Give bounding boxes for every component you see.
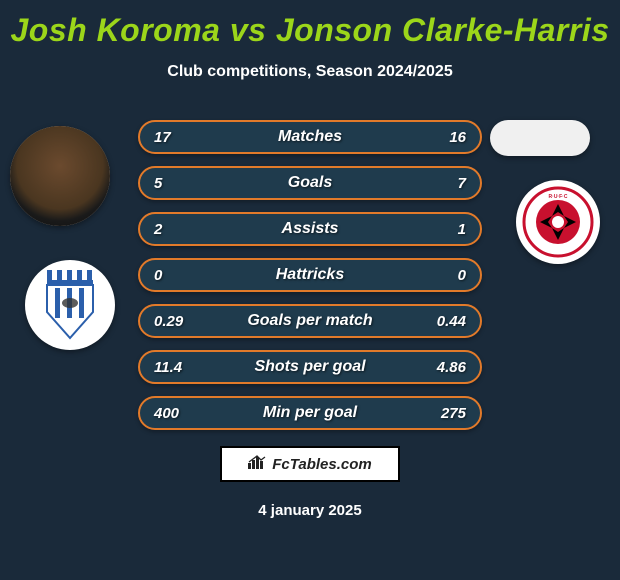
stat-label: Shots per goal	[140, 358, 480, 376]
stat-row-goals: 5 Goals 7	[138, 166, 482, 200]
club-crest-icon: R·U·F·C	[522, 186, 594, 258]
stat-label: Assists	[140, 220, 480, 238]
stat-label: Goals	[140, 174, 480, 192]
chart-bars-icon	[248, 455, 266, 473]
stat-left-value: 0.29	[154, 313, 183, 330]
subtitle: Club competitions, Season 2024/2025	[0, 63, 620, 81]
stat-left-value: 400	[154, 405, 179, 422]
stat-label: Min per goal	[140, 404, 480, 422]
player-left-face-placeholder	[10, 126, 110, 226]
stat-right-value: 16	[449, 129, 466, 146]
stat-right-value: 275	[441, 405, 466, 422]
stat-right-value: 0.44	[437, 313, 466, 330]
stat-left-value: 2	[154, 221, 162, 238]
page-title: Josh Koroma vs Jonson Clarke-Harris	[0, 0, 620, 49]
player-right-club-crest: R·U·F·C	[516, 180, 600, 264]
stat-label: Goals per match	[140, 312, 480, 330]
player-left-club-crest	[25, 260, 115, 350]
club-crest-icon	[35, 270, 105, 340]
stat-row-assists: 2 Assists 1	[138, 212, 482, 246]
stat-right-value: 4.86	[437, 359, 466, 376]
stat-row-shots-per-goal: 11.4 Shots per goal 4.86	[138, 350, 482, 384]
stat-row-hattricks: 0 Hattricks 0	[138, 258, 482, 292]
player-right-avatar	[490, 120, 590, 156]
watermark-text: FcTables.com	[272, 456, 371, 473]
stat-row-matches: 17 Matches 16	[138, 120, 482, 154]
stat-row-goals-per-match: 0.29 Goals per match 0.44	[138, 304, 482, 338]
stat-left-value: 17	[154, 129, 171, 146]
stats-table: 17 Matches 16 5 Goals 7 2 Assists 1 0 Ha…	[138, 120, 482, 442]
comparison-card: Josh Koroma vs Jonson Clarke-Harris Club…	[0, 0, 620, 580]
stat-left-value: 5	[154, 175, 162, 192]
stat-right-value: 0	[458, 267, 466, 284]
stat-right-value: 7	[458, 175, 466, 192]
stat-row-min-per-goal: 400 Min per goal 275	[138, 396, 482, 430]
stat-label: Hattricks	[140, 266, 480, 284]
watermark: FcTables.com	[220, 446, 400, 482]
stat-left-value: 0	[154, 267, 162, 284]
player-left-avatar	[10, 126, 110, 226]
svg-text:R·U·F·C: R·U·F·C	[549, 194, 568, 200]
date-text: 4 january 2025	[0, 502, 620, 519]
stat-left-value: 11.4	[154, 359, 182, 376]
stat-right-value: 1	[458, 221, 466, 238]
stat-label: Matches	[140, 128, 480, 146]
